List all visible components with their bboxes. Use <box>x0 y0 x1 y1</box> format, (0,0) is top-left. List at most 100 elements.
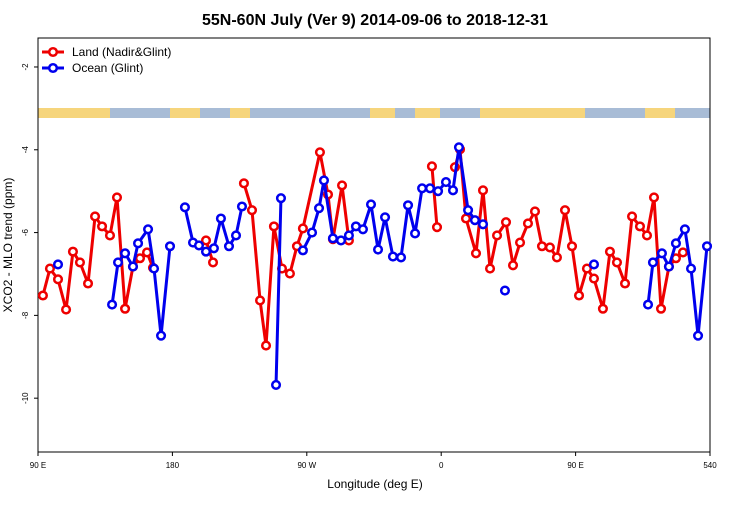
data-point <box>193 240 205 251</box>
y-axis-label: XCO2 - MLO trend (ppm) <box>1 178 15 313</box>
data-point <box>313 203 325 214</box>
data-point <box>255 295 266 306</box>
data-point <box>179 202 190 213</box>
map-strip <box>38 108 710 118</box>
data-point <box>647 257 659 268</box>
ocean-strip <box>440 108 480 118</box>
data-point <box>648 192 660 203</box>
y-tick-label: -6 <box>21 228 30 236</box>
data-point <box>626 211 638 222</box>
data-point <box>380 212 391 223</box>
data-point <box>693 330 704 341</box>
data-point <box>663 261 674 272</box>
ocean-strip <box>250 108 370 118</box>
data-point <box>260 340 272 351</box>
data-point <box>208 243 219 254</box>
data-point <box>120 248 131 259</box>
x-tick-label: 90 E <box>567 461 583 470</box>
data-point <box>200 246 212 257</box>
data-point <box>236 201 248 212</box>
y-tick-label: -8 <box>21 311 30 319</box>
data-point <box>544 242 555 253</box>
data-point <box>306 227 318 238</box>
data-point <box>120 303 131 314</box>
data-point <box>440 177 452 188</box>
data-point <box>433 186 444 197</box>
data-point <box>581 263 592 274</box>
data-point <box>566 241 578 252</box>
data-point <box>111 192 123 203</box>
data-point <box>559 205 571 216</box>
data-point <box>200 235 212 246</box>
data-point <box>514 237 526 248</box>
data-point <box>469 215 480 226</box>
x-tick-label: 0 <box>439 461 444 470</box>
data-point <box>619 278 631 289</box>
data-point <box>336 180 348 191</box>
data-point <box>230 230 242 241</box>
data-point <box>284 268 295 279</box>
data-point <box>134 253 146 264</box>
x-axis-label: Longitude (deg E) <box>327 477 422 491</box>
data-point <box>343 230 354 241</box>
data-point <box>499 285 511 296</box>
data-point <box>148 263 160 274</box>
data-point <box>431 222 443 233</box>
data-point <box>424 183 436 194</box>
data-point <box>453 142 465 153</box>
data-point <box>463 205 474 216</box>
data-point <box>634 221 646 232</box>
data-point <box>327 233 338 244</box>
data-point <box>297 223 308 234</box>
data-point <box>44 263 55 274</box>
data-point <box>604 246 615 257</box>
data-point <box>107 299 118 310</box>
ocean-strip <box>395 108 415 118</box>
data-point <box>156 330 167 341</box>
data-point <box>685 263 697 274</box>
data-point <box>314 147 325 158</box>
ocean-strip <box>200 108 230 118</box>
data-point <box>679 224 690 235</box>
data-point <box>61 304 72 315</box>
land-strip <box>38 108 710 118</box>
x-tick-label: 90 E <box>30 461 46 470</box>
data-point <box>74 257 86 268</box>
data-point <box>402 200 414 211</box>
legend-marker <box>47 46 59 58</box>
data-point <box>67 246 78 257</box>
data-point <box>372 244 384 255</box>
data-point <box>215 213 226 224</box>
data-point <box>268 221 279 232</box>
data-point <box>89 211 101 222</box>
data-point <box>447 185 459 196</box>
x-tick-label: 540 <box>703 461 717 470</box>
data-point <box>82 278 94 289</box>
data-point <box>207 257 219 268</box>
ocean-strip <box>675 108 710 118</box>
data-point <box>492 230 503 241</box>
data-point <box>701 241 713 252</box>
y-tick-label: -4 <box>21 146 30 154</box>
data-point <box>642 299 654 310</box>
legend-label: Ocean (Glint) <box>72 61 143 75</box>
data-point <box>97 221 108 232</box>
data-point <box>112 257 124 268</box>
x-tick-label: 180 <box>166 461 180 470</box>
data-point <box>573 290 585 301</box>
data-point <box>551 252 562 263</box>
data-point <box>223 241 235 252</box>
data-point <box>275 193 287 204</box>
chart-title: 55N-60N July (Ver 9) 2014-09-06 to 2018-… <box>202 12 548 29</box>
data-point <box>484 263 496 274</box>
data-point <box>588 273 600 284</box>
data-point <box>164 241 176 252</box>
data-point <box>52 274 64 285</box>
data-point <box>655 303 667 314</box>
data-point <box>37 290 48 301</box>
data-point <box>104 230 116 241</box>
legend-marker <box>47 62 59 74</box>
y-tick-label: -2 <box>21 63 30 71</box>
